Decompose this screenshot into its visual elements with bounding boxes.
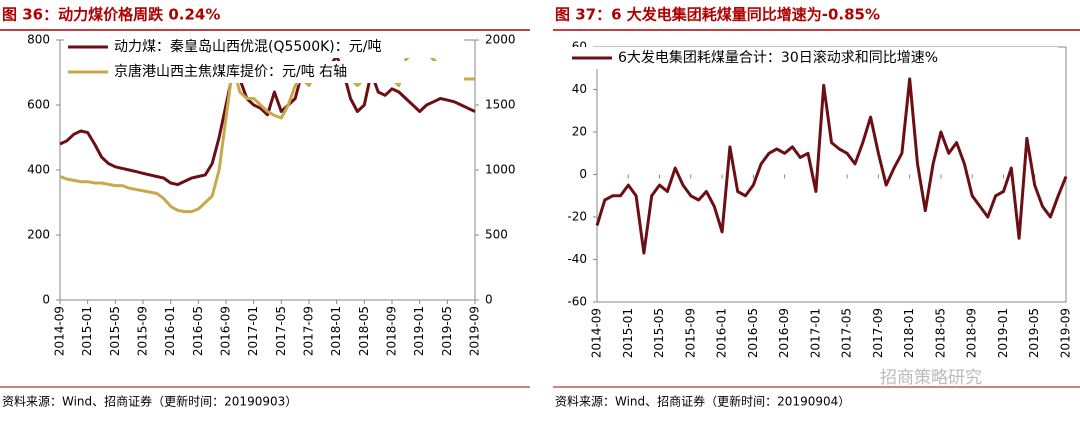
x-tick-label: 2016-09 bbox=[777, 308, 791, 358]
x-tick-label: 2015-01 bbox=[80, 306, 94, 356]
y-tick-label: 0 bbox=[42, 293, 50, 307]
y2-tick-label: 500 bbox=[485, 228, 508, 242]
chart-title: 图 37：6 大发电集团耗煤量同比增速为-0.85% bbox=[555, 6, 880, 24]
chart-title: 图 36：动力煤价格周跌 0.24% bbox=[2, 6, 220, 24]
x-tick-label: 2015-09 bbox=[136, 306, 150, 356]
y-tick-label: 200 bbox=[27, 228, 50, 242]
legend-label: 京唐港山西主焦煤库提价：元/吨 右轴 bbox=[114, 63, 347, 80]
legend-bg bbox=[568, 47, 1058, 69]
x-tick-label: 2017-09 bbox=[871, 308, 885, 358]
x-tick-label: 2019-05 bbox=[1027, 308, 1041, 358]
y-tick-label: 20 bbox=[572, 125, 587, 139]
y2-tick-label: 1000 bbox=[485, 163, 516, 177]
legend-bg bbox=[64, 61, 464, 83]
x-tick-label: 2015-01 bbox=[621, 308, 635, 358]
x-tick-label: 2015-09 bbox=[683, 308, 697, 358]
watermark: 招商策略研究 bbox=[880, 368, 982, 388]
legend-bg bbox=[64, 36, 464, 58]
x-tick-label: 2018-09 bbox=[385, 306, 399, 356]
source: 资料来源：Wind、招商证券（更新时间：20190903） bbox=[2, 394, 297, 409]
source: 资料来源：Wind、招商证券（更新时间：20190904） bbox=[555, 394, 850, 409]
x-tick-label: 2018-01 bbox=[902, 308, 916, 358]
x-tick-label: 2014-09 bbox=[590, 308, 604, 358]
x-tick-label: 2019-01 bbox=[996, 308, 1010, 358]
y-tick-label: -60 bbox=[567, 295, 587, 309]
series-line bbox=[59, 54, 476, 187]
x-tick-label: 2018-01 bbox=[329, 306, 343, 356]
x-tick-label: 2016-05 bbox=[191, 306, 205, 356]
y-tick-label: -40 bbox=[567, 252, 587, 266]
x-tick-label: 2017-05 bbox=[274, 306, 288, 356]
x-tick-label: 2017-01 bbox=[808, 308, 822, 358]
plot-frame bbox=[596, 46, 1067, 303]
y-tick-label: 40 bbox=[572, 82, 587, 96]
y2-tick-label: 0 bbox=[485, 293, 493, 307]
x-tick-label: 2018-05 bbox=[357, 306, 371, 356]
legend-label: 动力煤：秦皇岛山西优混(Q5500K)：元/吨 bbox=[114, 39, 381, 55]
y-tick-label: -20 bbox=[567, 210, 587, 224]
y-tick-label: 0 bbox=[579, 167, 587, 181]
y-tick-label: 800 bbox=[27, 33, 50, 47]
x-tick-label: 2019-09 bbox=[468, 306, 482, 356]
x-tick-label: 2019-09 bbox=[1059, 308, 1073, 358]
y2-tick-label: 2000 bbox=[485, 33, 516, 47]
y-tick-label: 600 bbox=[27, 98, 50, 112]
x-tick-label: 2017-01 bbox=[246, 306, 260, 356]
x-tick-label: 2016-01 bbox=[715, 308, 729, 358]
x-tick-label: 2014-09 bbox=[53, 306, 67, 356]
series-line bbox=[595, 77, 1068, 255]
x-tick-label: 2015-05 bbox=[652, 308, 666, 358]
series-line bbox=[59, 51, 475, 214]
x-tick-label: 2018-09 bbox=[965, 308, 979, 358]
x-tick-label: 2019-01 bbox=[412, 306, 426, 356]
y2-tick-label: 1500 bbox=[485, 98, 516, 112]
x-tick-label: 2016-09 bbox=[219, 306, 233, 356]
x-tick-label: 2018-05 bbox=[933, 308, 947, 358]
legend-label: 6大发电集团耗煤量合计：30日滚动求和同比增速% bbox=[618, 49, 938, 66]
x-tick-label: 2017-09 bbox=[302, 306, 316, 356]
x-tick-label: 2017-05 bbox=[840, 308, 854, 358]
x-tick-label: 2016-05 bbox=[746, 308, 760, 358]
x-tick-label: 2019-05 bbox=[440, 306, 454, 356]
x-tick-label: 2015-05 bbox=[108, 306, 122, 356]
y-tick-label: 400 bbox=[27, 163, 50, 177]
x-tick-label: 2016-01 bbox=[163, 306, 177, 356]
